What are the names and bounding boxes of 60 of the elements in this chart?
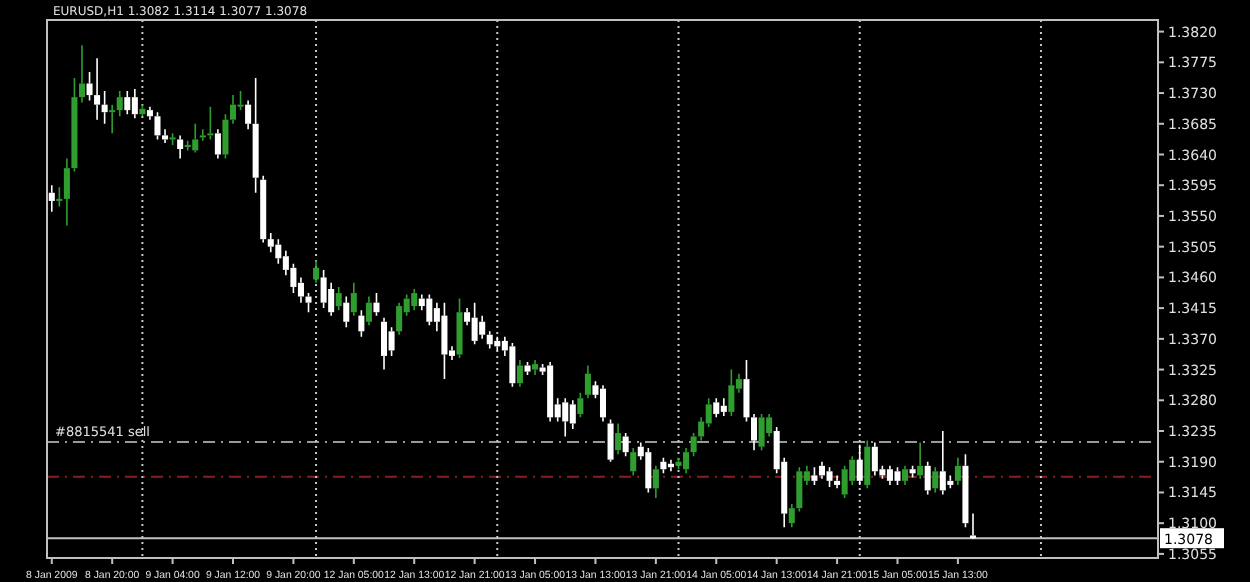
candlestick bbox=[343, 295, 350, 329]
candlestick bbox=[396, 301, 403, 336]
candlestick bbox=[297, 276, 304, 304]
candlestick bbox=[94, 57, 101, 121]
candlestick bbox=[751, 413, 758, 451]
candlestick bbox=[245, 99, 252, 131]
candlestick bbox=[886, 465, 893, 486]
candlestick bbox=[652, 465, 659, 499]
candlestick bbox=[267, 232, 274, 253]
candlestick bbox=[864, 439, 871, 490]
candlestick bbox=[599, 384, 607, 423]
candlestick bbox=[856, 443, 863, 486]
candlestick bbox=[547, 361, 554, 423]
candlestick bbox=[743, 359, 750, 423]
candlestick bbox=[101, 90, 108, 125]
candlestick bbox=[177, 134, 184, 160]
candlestick bbox=[917, 441, 924, 480]
candlestick bbox=[516, 359, 523, 388]
candlestick bbox=[818, 460, 825, 480]
candlestick bbox=[954, 456, 961, 486]
candlestick bbox=[630, 447, 637, 477]
candlestick bbox=[335, 286, 342, 311]
candlestick bbox=[381, 316, 388, 371]
candlestick bbox=[969, 512, 977, 539]
candlestick bbox=[871, 441, 878, 477]
candlestick bbox=[939, 430, 946, 496]
candlestick bbox=[78, 44, 85, 104]
candlestick bbox=[584, 364, 591, 400]
candlestick bbox=[932, 466, 939, 494]
candlestick bbox=[350, 282, 357, 317]
candlestick bbox=[532, 359, 539, 376]
candlestick bbox=[229, 94, 237, 125]
candlestick bbox=[902, 465, 909, 486]
candlestick bbox=[411, 288, 418, 311]
candlestick bbox=[214, 128, 221, 160]
candlestick bbox=[494, 335, 501, 352]
candlestick bbox=[562, 397, 569, 438]
candlestick bbox=[441, 301, 448, 380]
candlestick bbox=[131, 88, 138, 120]
candlestick bbox=[834, 474, 841, 490]
candlestick bbox=[713, 397, 720, 419]
candlestick bbox=[615, 422, 622, 456]
candlestick bbox=[705, 397, 712, 428]
candlestick bbox=[479, 314, 486, 340]
candlestick bbox=[313, 259, 320, 284]
candlestick bbox=[109, 103, 116, 135]
candlestick bbox=[328, 282, 335, 317]
candlestick bbox=[486, 330, 493, 350]
candlestick bbox=[569, 399, 576, 430]
candlestick bbox=[720, 397, 727, 417]
candlestick bbox=[48, 184, 55, 213]
candlestick bbox=[199, 128, 206, 142]
candlestick bbox=[124, 90, 131, 116]
candlestick bbox=[116, 90, 123, 118]
candlestick bbox=[207, 105, 214, 141]
candlestick bbox=[365, 295, 372, 326]
candlestick bbox=[471, 301, 478, 346]
candlestick bbox=[192, 122, 199, 154]
candlestick bbox=[683, 447, 690, 475]
candlestick bbox=[728, 368, 735, 417]
